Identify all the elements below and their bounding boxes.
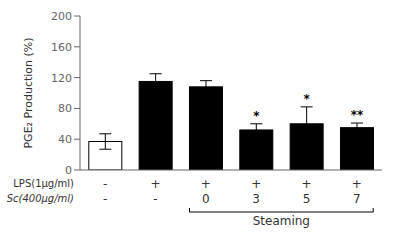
svg-text:160: 160	[51, 41, 72, 54]
svg-text:+: +	[301, 177, 311, 191]
svg-text:Sc(400μg/ml): Sc(400μg/ml)	[8, 193, 74, 204]
svg-text:*: *	[304, 92, 311, 106]
svg-text:120: 120	[51, 72, 72, 85]
svg-text:5: 5	[303, 192, 311, 206]
svg-text:0: 0	[65, 164, 72, 177]
svg-text:**: **	[351, 108, 364, 122]
svg-text:+: +	[150, 177, 160, 191]
svg-text:+: +	[251, 177, 261, 191]
svg-text:+: +	[352, 177, 362, 191]
svg-text:80: 80	[58, 102, 72, 115]
svg-text:3: 3	[252, 192, 260, 206]
svg-text:PGE₂ Production (%): PGE₂ Production (%)	[22, 37, 35, 148]
svg-text:-: -	[103, 177, 107, 191]
svg-text:+: +	[201, 177, 211, 191]
svg-text:*: *	[253, 109, 260, 123]
svg-text:0: 0	[202, 192, 210, 206]
svg-text:40: 40	[58, 133, 72, 146]
svg-text:-: -	[153, 192, 157, 206]
svg-text:Steaming: Steaming	[253, 214, 310, 228]
svg-text:LPS(1μg/ml): LPS(1μg/ml)	[13, 178, 74, 189]
svg-text:7: 7	[353, 192, 361, 206]
svg-text:-: -	[103, 192, 107, 206]
svg-text:200: 200	[51, 10, 72, 23]
